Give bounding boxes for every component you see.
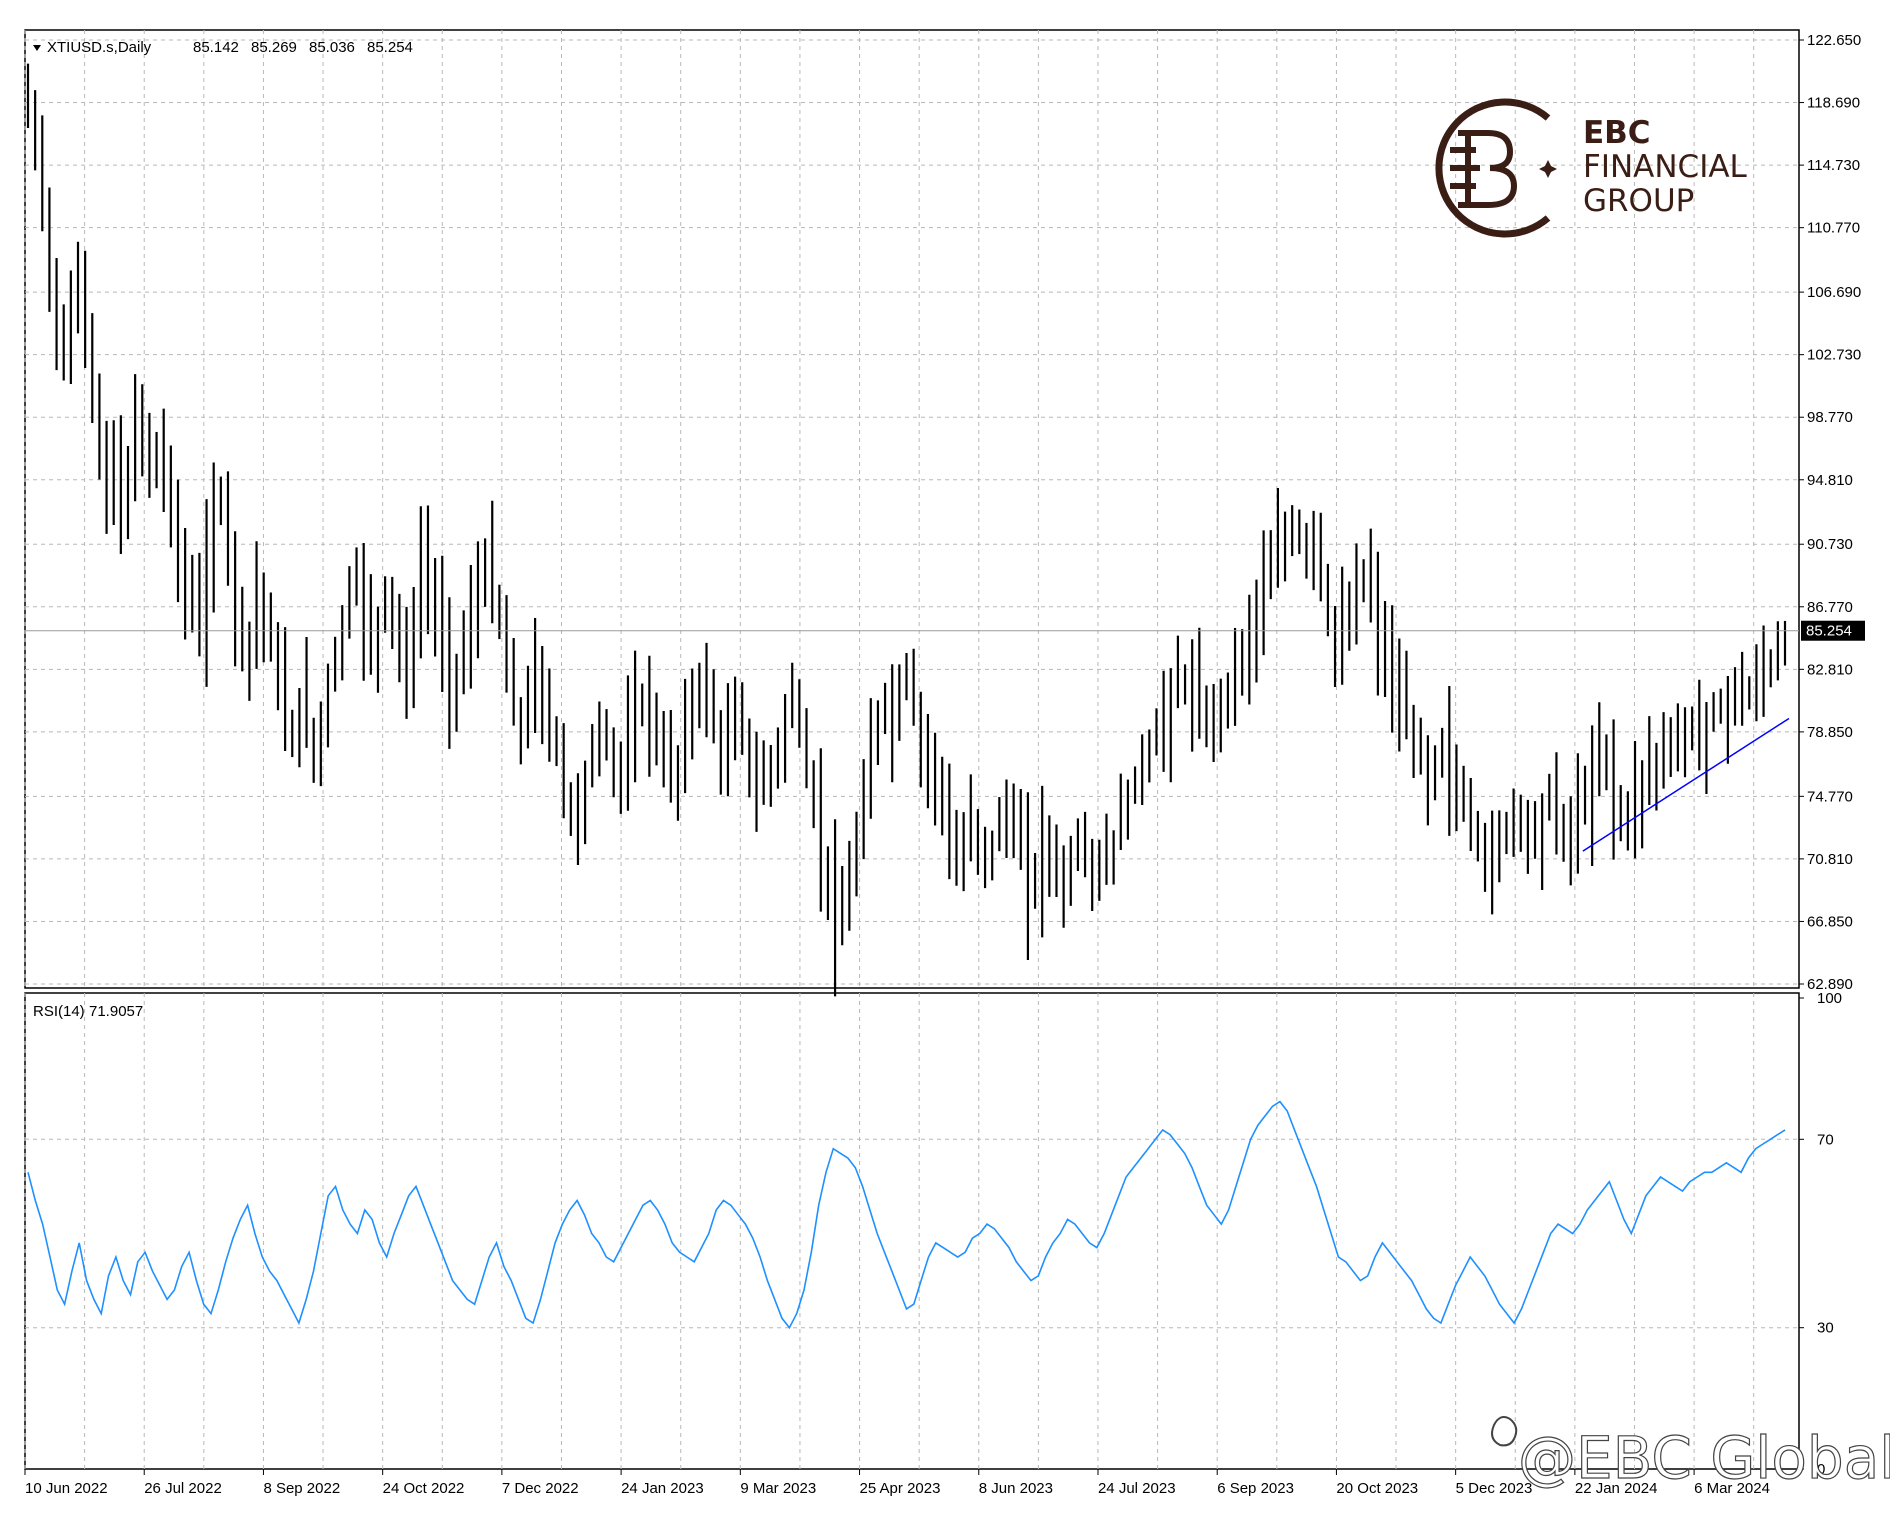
price-tick-label: 122.650	[1807, 32, 1861, 49]
brand-line-2: FINANCIAL	[1583, 149, 1748, 185]
rsi-panel-frame	[24, 992, 1800, 1470]
rsi-tick-label: 100	[1817, 990, 1842, 1007]
price-tick-label: 102.730	[1807, 347, 1861, 364]
ohlc-low: 85.036	[309, 39, 355, 56]
rsi-line	[27, 1100, 1786, 1330]
watermark: @EBC Global	[1491, 1416, 1890, 1493]
time-tick-label: 6 Sep 2023	[1217, 1480, 1294, 1497]
price-tick-label: 118.690	[1807, 95, 1860, 112]
time-axis: 10 Jun 2022 26 Jul 2022 8 Sep 2022 24 Oct 2…	[24, 1469, 1770, 1497]
symbol-name: XTIUSD.s,Daily	[47, 39, 152, 56]
price-tick-label: 86.770	[1807, 599, 1853, 616]
price-axis: 122.650 118.690 114.730 110.770 106.690 102.7…	[1799, 32, 1861, 993]
price-tick-label: 106.690	[1807, 284, 1861, 301]
brand-line-3: GROUP	[1583, 183, 1694, 219]
trendline[interactable]	[1582, 717, 1790, 852]
ohlc-bars	[26, 63, 1787, 997]
time-tick-label: 22 Jan 2024	[1575, 1480, 1658, 1497]
rsi-label: RSI(14)	[33, 1003, 85, 1020]
ohlc-high: 85.269	[251, 39, 297, 56]
time-tick-label: 10 Jun 2022	[25, 1480, 108, 1497]
rsi-series-line	[27, 1100, 1786, 1330]
last-price-badge: 85.254	[1801, 620, 1865, 641]
price-tick-label: 66.850	[1807, 913, 1853, 930]
support-trendline[interactable]	[1582, 717, 1790, 852]
price-tick-label: 94.810	[1807, 472, 1853, 489]
last-price-label: 85.254	[1806, 623, 1852, 640]
logo-star-icon	[1539, 160, 1557, 178]
logo-ring-icon	[1435, 98, 1551, 238]
time-tick-label: 5 Dec 2023	[1456, 1480, 1533, 1497]
time-tick-label: 26 Jul 2022	[144, 1480, 222, 1497]
price-tick-label: 90.730	[1807, 536, 1853, 553]
time-tick-label: 9 Mar 2023	[740, 1480, 816, 1497]
logo-b-icon	[1450, 130, 1518, 208]
time-tick-label: 20 Oct 2023	[1336, 1480, 1418, 1497]
dropdown-triangle-icon[interactable]	[33, 45, 41, 51]
time-tick-label: 24 Oct 2022	[383, 1480, 465, 1497]
watermark-logo-icon	[1491, 1416, 1518, 1447]
rsi-tick-label: 70	[1817, 1131, 1834, 1148]
price-tick-label: 62.890	[1807, 976, 1853, 993]
ohlc-close: 85.254	[367, 39, 413, 56]
rsi-tick-label: 30	[1817, 1320, 1834, 1337]
price-tick-label: 110.770	[1807, 220, 1860, 237]
price-tick-label: 74.770	[1807, 788, 1853, 805]
time-tick-label: 8 Jun 2023	[979, 1480, 1053, 1497]
rsi-axis: 100 70 30 0	[1799, 990, 1842, 1478]
rsi-tick-label: 0	[1817, 1461, 1825, 1478]
rsi-header: RSI(14) 71.9057	[33, 1003, 143, 1020]
ohlc-open: 85.142	[193, 39, 239, 56]
brand-line-1: EBC	[1583, 115, 1651, 151]
time-tick-label: 24 Jan 2023	[621, 1480, 704, 1497]
price-tick-label: 114.730	[1807, 157, 1860, 174]
time-tick-label: 7 Dec 2022	[502, 1480, 579, 1497]
time-tick-label: 25 Apr 2023	[860, 1480, 941, 1497]
price-tick-label: 98.770	[1807, 409, 1853, 426]
price-tick-label: 70.810	[1807, 851, 1853, 868]
price-tick-label: 82.810	[1807, 661, 1853, 678]
time-tick-label: 24 Jul 2023	[1098, 1480, 1176, 1497]
symbol-header: XTIUSD.s,Daily 85.142 85.269 85.036 85.2…	[33, 39, 413, 56]
price-panel-frame	[24, 29, 1800, 989]
time-tick-label: 6 Mar 2024	[1694, 1480, 1770, 1497]
rsi-value: 71.9057	[89, 1003, 143, 1020]
ebc-logo: EBC FINANCIAL GROUP	[1435, 98, 1748, 238]
watermark-text: @EBC Global	[1518, 1424, 1890, 1492]
price-tick-label: 78.850	[1807, 724, 1853, 741]
time-tick-label: 8 Sep 2022	[263, 1480, 340, 1497]
